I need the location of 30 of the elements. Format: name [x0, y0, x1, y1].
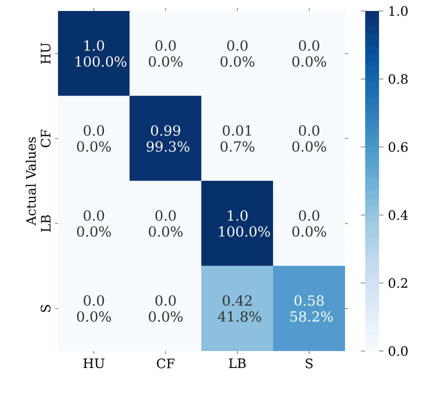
x-tick-label: CF [156, 358, 175, 368]
data-label: 0.99 99.3% [146, 125, 190, 152]
data-label: 0.0 0.0% [148, 295, 183, 322]
data-label: 0.0 0.0% [292, 210, 326, 237]
x-tick-label: HU [83, 358, 104, 368]
y-tick-label: LB [41, 215, 50, 232]
data-label: 0.0 0.0% [77, 125, 111, 152]
data-label: 1.0 100.0% [76, 40, 126, 67]
data-label: 0.0 0.0% [292, 40, 326, 67]
color-bar-label: 0.4 [388, 210, 408, 220]
data-label: 0.0 0.0% [77, 295, 111, 322]
y-axis-title: Actual Values [26, 137, 36, 226]
data-label: 0.0 0.0% [220, 40, 254, 67]
color-bar-label: 0.6 [388, 142, 408, 152]
color-bar-label: 0.8 [388, 74, 408, 84]
color-bar-label: 0.0 [388, 346, 408, 356]
data-label: 0.0 0.0% [292, 125, 326, 152]
data-label: 0.0 0.0% [148, 40, 183, 67]
data-label: 0.0 0.0% [77, 210, 111, 237]
x-tick-label: S [306, 358, 313, 368]
color-bar-label: 1.0 [389, 6, 408, 16]
y-tick-label: CF [40, 130, 50, 148]
data-label: 0.0 0.0% [148, 210, 183, 237]
data-label: 0.01 0.7% [220, 125, 254, 152]
data-label: 0.58 58.2% [290, 295, 333, 322]
x-tick-label: LB [229, 358, 246, 368]
data-label: 1.0 100.0% [219, 210, 270, 237]
color-bar-label: 0.2 [388, 278, 408, 288]
y-tick-label: HU [40, 42, 50, 64]
y-tick-label: S [40, 305, 50, 312]
